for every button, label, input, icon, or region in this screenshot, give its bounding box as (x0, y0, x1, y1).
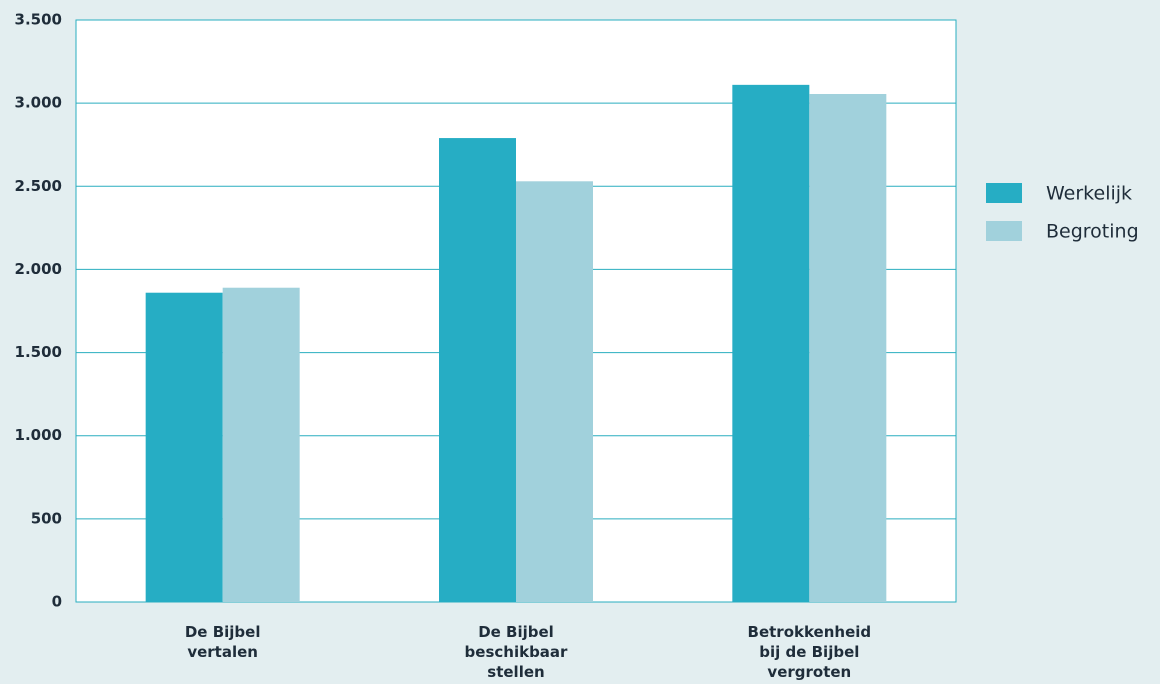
bar (516, 181, 593, 602)
bar (145, 292, 223, 602)
legend-label: Werkelijk (1046, 183, 1132, 205)
y-tick-label: 3.500 (15, 11, 62, 29)
legend-swatch (986, 183, 1022, 203)
legend-swatch (986, 221, 1022, 241)
y-tick-label: 2.000 (15, 260, 62, 278)
y-tick-label: 1.000 (15, 426, 62, 444)
legend-label: Begroting (1046, 221, 1139, 243)
y-tick-label: 3.000 (15, 94, 62, 112)
bar (222, 287, 300, 602)
bar (732, 84, 810, 602)
y-tick-label: 2.500 (15, 177, 62, 195)
x-tick-label: De Bijbel beschikbaar stellen (464, 623, 568, 681)
x-tick-label: De Bijbel vertalen (184, 623, 261, 661)
x-tick-label: Betrokkenheid bij de Bijbel vergroten (747, 623, 872, 681)
bar (439, 138, 516, 602)
y-tick-label: 0 (52, 593, 62, 611)
bar (809, 93, 887, 603)
y-tick-label: 1.500 (15, 343, 62, 361)
y-tick-label: 500 (31, 509, 62, 527)
